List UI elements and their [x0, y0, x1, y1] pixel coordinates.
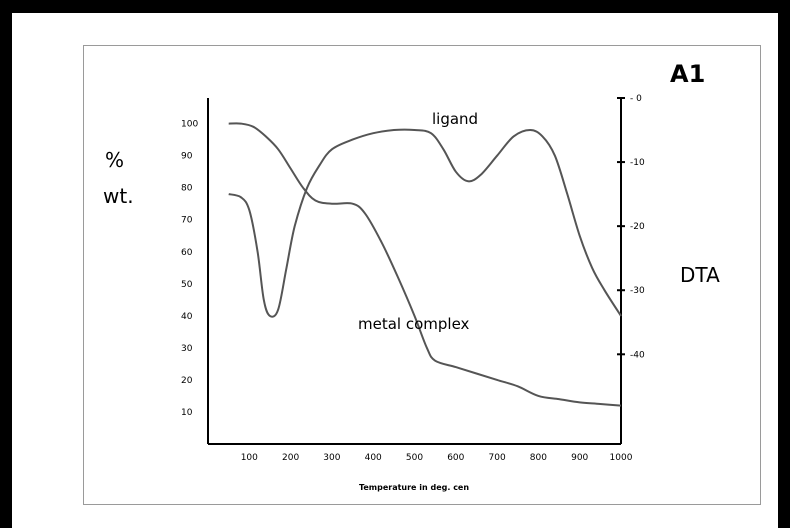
left-y-tick-label: 30 — [181, 344, 193, 354]
left-y-tick-label: 90 — [181, 152, 193, 162]
ligand-line — [228, 128, 622, 318]
right-y-tick-label: -30 — [630, 286, 645, 296]
x-tick-label: 100 — [241, 453, 258, 463]
left-y-tick-label: 20 — [181, 376, 193, 386]
annotation-ligand: ligand — [432, 110, 478, 128]
left-y-tick-label: 40 — [181, 312, 193, 322]
x-tick-label: 300 — [323, 453, 340, 463]
right-axis-label: DTA — [680, 263, 720, 287]
x-tick-label: 600 — [447, 453, 464, 463]
x-tick-label: 1000 — [610, 453, 633, 463]
x-tick-label: 500 — [406, 453, 423, 463]
panel-label: A1 — [670, 60, 705, 88]
left-y-tick-label: 50 — [181, 280, 193, 290]
left-y-tick-label: 100 — [181, 120, 198, 130]
right-y-tick-label: - 0 — [630, 94, 642, 104]
right-y-tick-label: -40 — [630, 350, 645, 360]
left-y-tick-label: 10 — [181, 408, 193, 418]
left-y-tick-labels: 100 90 80 70 60 50 40 30 20 10 — [181, 120, 198, 418]
x-tick-label: 800 — [530, 453, 547, 463]
chart-panel — [83, 45, 761, 505]
annotation-metal-complex: metal complex — [358, 315, 470, 333]
left-axis-label-line2: wt. — [103, 184, 134, 208]
left-y-tick-label: 80 — [181, 184, 193, 194]
right-y-tick-label: -20 — [630, 222, 645, 232]
left-y-tick-label: 70 — [181, 216, 193, 226]
right-y-tick-labels: - 0 -10 -20 -30 -40 — [617, 94, 645, 360]
x-tick-label: 900 — [571, 453, 588, 463]
x-tick-label: 200 — [282, 453, 299, 463]
right-y-tick-label: -10 — [630, 158, 645, 168]
x-axis-label: Temperature in deg. cen — [359, 483, 469, 492]
series-lines — [228, 122, 622, 407]
x-tick-label: 400 — [365, 453, 382, 463]
x-tick-label: 700 — [489, 453, 506, 463]
left-y-tick-label: 60 — [181, 248, 193, 258]
left-axis-label-line1: % — [105, 148, 124, 172]
metal-complex-line — [228, 122, 622, 407]
x-tick-labels: 100 200 300 400 500 600 700 800 900 1000 — [241, 453, 633, 463]
